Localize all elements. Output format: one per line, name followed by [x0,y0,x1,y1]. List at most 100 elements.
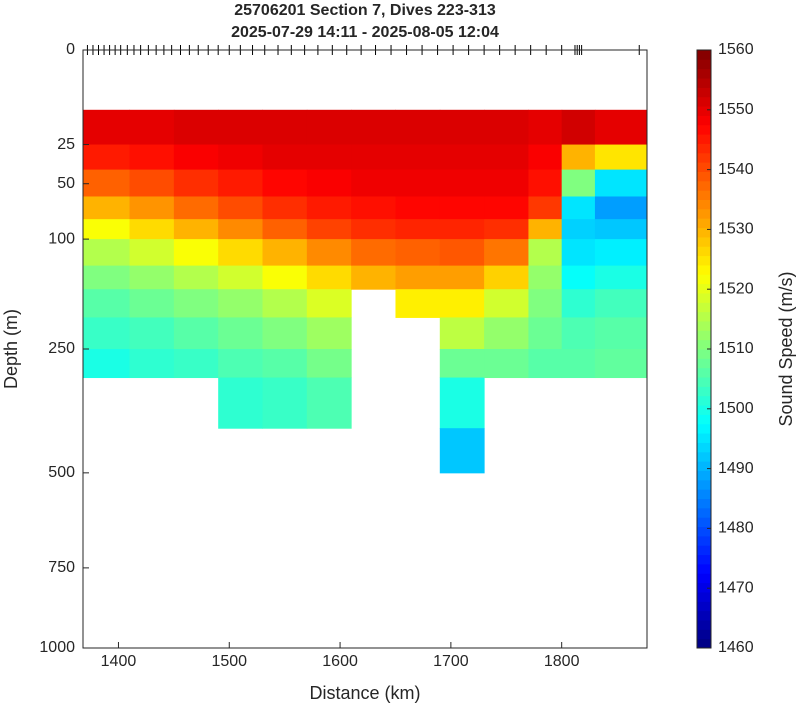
field-cell [351,169,396,197]
field-cell [218,239,264,267]
field-cell [528,349,563,379]
colorbar-band [697,180,711,191]
field-cell [218,219,264,240]
field-cell [395,109,441,146]
field-cell [395,265,441,290]
field-cell [484,289,529,318]
colorbar-band [697,629,711,640]
field-cell [129,317,175,350]
colorbar-band [697,479,711,490]
colorbar-band [697,124,711,135]
field-cell [484,239,529,267]
y-axis-label: Depth (m) [1,309,21,389]
field-cell [594,265,648,290]
x-tick-label: 1400 [101,653,137,670]
y-tick-label: 500 [48,464,75,481]
colorbar-band [697,489,711,499]
field-cell [561,169,596,197]
colorbar-tick-label: 1490 [718,460,754,477]
field-cell [395,196,441,220]
field-cell [484,169,529,197]
field-cell [439,109,485,146]
field-cell [262,265,308,290]
colorbar-band [697,573,711,584]
colorbar-band [697,517,711,528]
colorbar-tick-label: 1510 [718,340,754,357]
field-cell [351,109,396,146]
field-cell [561,349,596,379]
colorbar-tick-label: 1520 [718,280,754,297]
field-cell [484,109,529,146]
y-tick-label: 1000 [39,639,75,656]
colorbar-band [697,115,711,126]
colorbar-band [697,292,711,303]
field-cell [594,169,648,197]
field-cell [439,377,485,429]
field-cell [306,144,352,171]
field-cell [594,349,648,379]
colorbar-tick-label: 1530 [718,221,754,238]
colorbar-band [697,582,711,593]
field-cell [561,144,596,171]
field-cell [561,289,596,318]
colorbar-band [697,554,711,565]
field-cell [528,239,563,267]
field-cell [439,196,485,220]
colorbar-band [697,264,711,275]
field-cell [129,196,175,220]
colorbar-band [697,274,711,285]
field-cell [218,169,264,197]
colorbar-band [697,311,711,322]
field-cell [594,317,648,350]
field-cell [83,169,131,197]
colorbar-band [697,302,711,313]
field-cell [262,377,308,429]
colorbar-band [697,591,711,602]
colorbar-band [697,87,711,98]
field-cell [528,196,563,220]
field-cell [83,239,131,267]
colorbar-band [697,349,711,359]
field-cell [484,219,529,240]
colorbar-band [697,358,711,369]
field-cell [83,317,131,350]
x-axis-label: Distance (km) [309,683,420,703]
field-cell [306,289,352,318]
colorbar-tick-label: 1480 [718,520,754,537]
colorbar-band [697,218,711,229]
field-cell [173,265,219,290]
colorbar-tick-label: 1470 [718,579,754,596]
field-cell [218,349,264,379]
field-cell [561,239,596,267]
colorbar-tick-label: 1550 [718,101,754,118]
field-cell [439,219,485,240]
field-cell [351,265,396,290]
x-tick-label: 1600 [322,653,358,670]
field-cell [173,109,219,146]
field-cell [129,144,175,171]
colorbar-band [697,414,711,425]
colorbar-band [697,171,711,182]
colorbar-band [697,330,711,341]
field-cell [173,169,219,197]
field-cell [262,196,308,220]
colorbar-band [697,50,711,60]
colorbar-band [697,638,711,649]
field-cell [218,109,264,146]
y-tick-label: 750 [48,559,75,576]
colorbar-band [697,423,711,434]
colorbar-band [697,143,711,154]
field-cell [351,219,396,240]
field-cell [262,289,308,318]
colorbar-band [697,227,711,238]
field-cell [484,317,529,350]
colorbar-band [697,535,711,546]
field-cell [351,239,396,267]
field-cell [306,109,352,146]
field-cell [262,349,308,379]
field-cell [262,109,308,146]
colorbar-band [697,78,711,88]
field-cell [439,265,485,290]
field-cell [351,196,396,220]
field-cell [83,144,131,171]
